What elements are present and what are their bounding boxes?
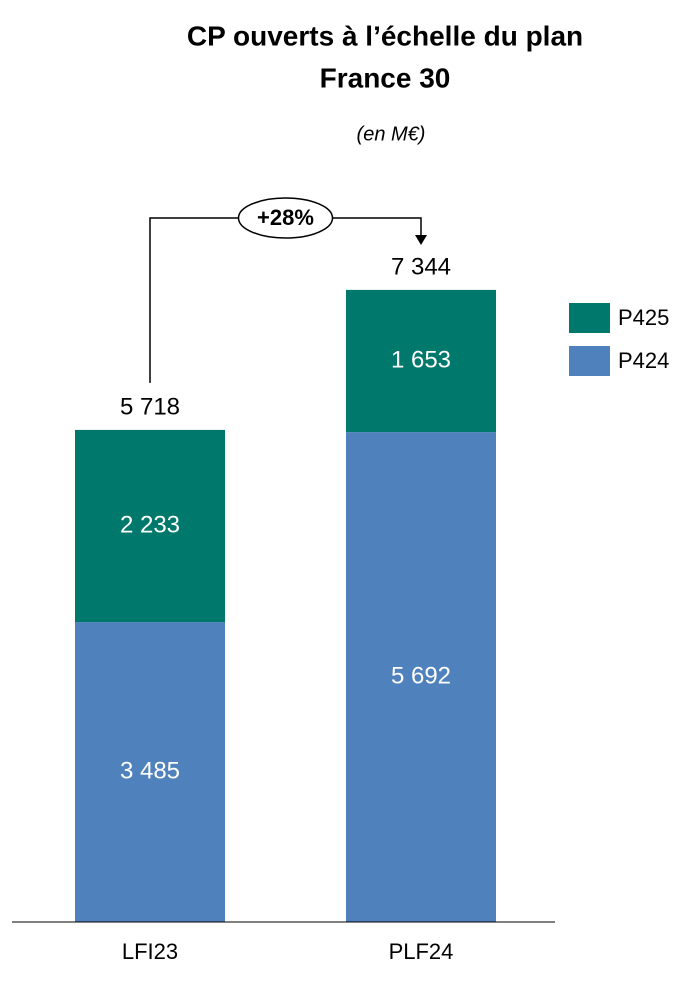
value-label: 3 485 [120, 757, 180, 784]
value-label: 1 653 [391, 346, 451, 373]
legend-label: P425 [618, 305, 669, 330]
legend-label: P424 [618, 348, 669, 373]
bar-segment [75, 622, 225, 922]
x-tick-label: PLF24 [389, 939, 454, 964]
bar-segment [75, 429, 225, 623]
total-label: 7 344 [391, 253, 451, 280]
annotation-bubble [237, 197, 334, 239]
value-label: 5 692 [391, 662, 451, 689]
x-tick-label: LFI23 [122, 939, 178, 964]
legend-swatch [569, 346, 610, 376]
arrow-head [415, 234, 427, 245]
bar-segment [346, 432, 496, 922]
bar-segment [346, 289, 496, 433]
value-label: 2 233 [120, 511, 180, 538]
legend-swatch [569, 303, 610, 333]
total-label: 5 718 [120, 393, 180, 420]
chart-title: CP ouverts à l’échelle du plan [187, 20, 583, 51]
chart-subtitle: (en M€) [357, 123, 426, 145]
chart-title: France 30 [320, 62, 451, 93]
annotation: +28% [257, 205, 314, 230]
